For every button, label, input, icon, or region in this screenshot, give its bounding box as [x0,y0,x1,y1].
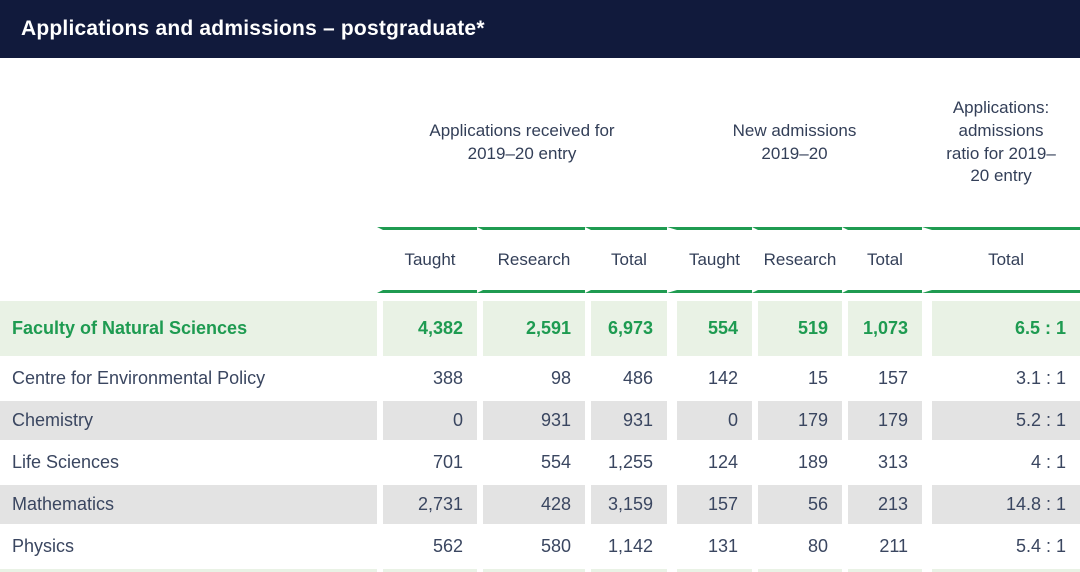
row-label: Centre for Environmental Policy [0,356,377,398]
cell-value: 4 : 1 [922,440,1080,482]
col-header-total-ratio: Total [922,227,1080,293]
cell-value: 2,731 [377,482,477,524]
cell-value: 142 [667,356,752,398]
cell-value: 15 [752,356,842,398]
cell-value: 3.1 : 1 [922,356,1080,398]
table-row-faculty-of-natural-sciences: Faculty of Natural Sciences 4,382 2,591 … [0,293,1080,356]
row-label: Chemistry [0,398,377,440]
cell-value: 1,073 [842,293,923,356]
cell-value: 931 [585,398,667,440]
admissions-table: Applications received for 2019–20 entry … [0,58,1080,572]
col-group-label: Applications received for 2019–20 entry [429,120,615,163]
cell-value: 179 [842,398,923,440]
cell-value: 131 [667,524,752,566]
col-group-new-admissions: New admissions 2019–20 [667,58,923,227]
table-row-physics: Physics 562 580 1,142 131 80 211 5.4 : 1 [0,524,1080,566]
col-header-total-admissions: Total [842,227,923,293]
cell-empty [0,566,377,572]
spacer-cell [0,58,377,227]
cell-value: 6.5 : 1 [922,293,1080,356]
table-row-partially-visible [0,566,1080,572]
cell-empty [377,566,477,572]
cell-value: 388 [377,356,477,398]
cell-value: 213 [842,482,923,524]
cell-value: 189 [752,440,842,482]
col-header-taught-admissions: Taught [667,227,752,293]
row-label: Physics [0,524,377,566]
cell-value: 5.4 : 1 [922,524,1080,566]
cell-empty [922,566,1080,572]
cell-value: 56 [752,482,842,524]
col-group-applications-received: Applications received for 2019–20 entry [377,58,667,227]
row-label: Faculty of Natural Sciences [0,293,377,356]
row-label: Life Sciences [0,440,377,482]
table-row-mathematics: Mathematics 2,731 428 3,159 157 56 213 1… [0,482,1080,524]
cell-value: 519 [752,293,842,356]
cell-value: 179 [752,398,842,440]
cell-empty [585,566,667,572]
cell-value: 0 [377,398,477,440]
cell-value: 931 [477,398,585,440]
cell-value: 80 [752,524,842,566]
cell-empty [842,566,923,572]
col-group-label: Applications: admissions ratio for 2019–… [946,97,1056,186]
col-group-label: New admissions 2019–20 [732,120,857,163]
column-group-header-row: Applications received for 2019–20 entry … [0,58,1080,227]
table-row-centre-for-environmental-policy: Centre for Environmental Policy 388 98 4… [0,356,1080,398]
cell-value: 98 [477,356,585,398]
cell-value: 0 [667,398,752,440]
cell-value: 1,142 [585,524,667,566]
table-row-life-sciences: Life Sciences 701 554 1,255 124 189 313 … [0,440,1080,482]
cell-value: 2,591 [477,293,585,356]
cell-value: 701 [377,440,477,482]
spacer-cell [0,227,377,293]
cell-value: 562 [377,524,477,566]
cell-empty [477,566,585,572]
cell-value: 3,159 [585,482,667,524]
cell-value: 211 [842,524,923,566]
cell-value: 428 [477,482,585,524]
col-header-research-admissions: Research [752,227,842,293]
cell-value: 14.8 : 1 [922,482,1080,524]
cell-value: 580 [477,524,585,566]
row-label: Mathematics [0,482,377,524]
col-header-research-applications: Research [477,227,585,293]
cell-value: 157 [842,356,923,398]
cell-value: 4,382 [377,293,477,356]
cell-value: 6,973 [585,293,667,356]
cell-empty [667,566,752,572]
page-title: Applications and admissions – postgradua… [21,17,485,40]
col-header-taught-applications: Taught [377,227,477,293]
table-row-chemistry: Chemistry 0 931 931 0 179 179 5.2 : 1 [0,398,1080,440]
cell-value: 157 [667,482,752,524]
cell-value: 313 [842,440,923,482]
cell-value: 1,255 [585,440,667,482]
title-bar: Applications and admissions – postgradua… [0,0,1080,58]
cell-value: 124 [667,440,752,482]
cell-value: 554 [667,293,752,356]
cell-value: 554 [477,440,585,482]
cell-value: 5.2 : 1 [922,398,1080,440]
col-header-total-applications: Total [585,227,667,293]
cell-value: 486 [585,356,667,398]
column-subheader-row: Taught Research Total Taught Research To… [0,227,1080,293]
col-group-applications-admissions-ratio: Applications: admissions ratio for 2019–… [922,58,1080,227]
cell-empty [752,566,842,572]
